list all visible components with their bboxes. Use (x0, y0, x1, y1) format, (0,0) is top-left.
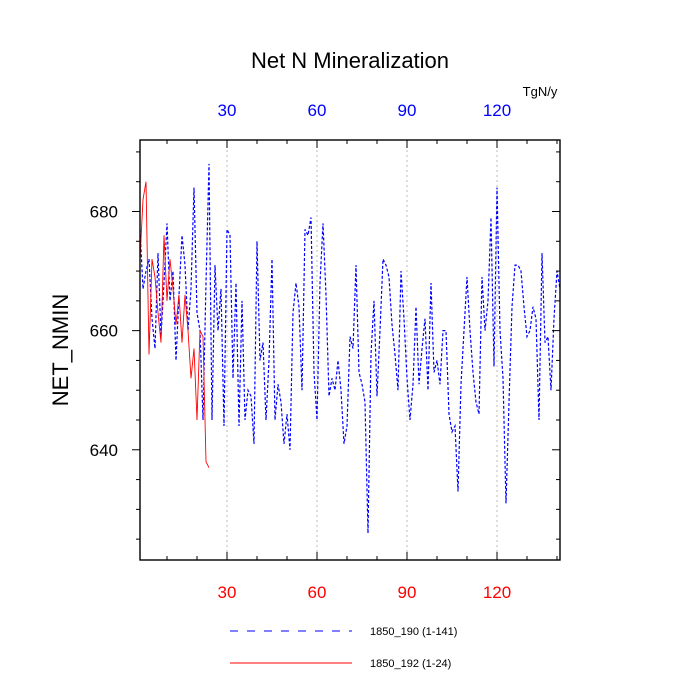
x-tick-label-bottom-30: 30 (218, 583, 237, 602)
x-tick-label-top-60: 60 (308, 101, 327, 120)
x-tick-label-bottom-90: 90 (398, 583, 417, 602)
legend-label-1850-192: 1850_192 (1-24) (370, 658, 451, 670)
x-tick-label-top-120: 120 (483, 101, 511, 120)
y-tick-label-680: 680 (90, 202, 118, 221)
y-tick-label-660: 660 (90, 322, 118, 341)
x-tick-label-bottom-60: 60 (308, 583, 327, 602)
plot-frame (139, 139, 561, 561)
y-tick-label-640: 640 (90, 441, 118, 460)
ticks (132, 140, 560, 560)
units-label: TgN/y (523, 84, 558, 99)
y-axis-label: NET_NMIN (48, 294, 73, 406)
chart-title: Net N Mineralization (251, 48, 449, 73)
tick-labels: 640 660 680 30 30 60 60 90 90 120 120 (90, 101, 512, 602)
x-tick-label-top-30: 30 (218, 101, 237, 120)
x-tick-label-top-90: 90 (398, 101, 417, 120)
legend: 1850_190 (1-141) 1850_192 (1-24) (230, 626, 457, 670)
series-line-1 (139, 181, 210, 468)
legend-label-1850-190: 1850_190 (1-141) (370, 626, 457, 638)
x-tick-label-bottom-120: 120 (483, 583, 511, 602)
grid (226, 140, 498, 560)
series-line-0 (139, 163, 561, 534)
series-layer (139, 163, 561, 534)
